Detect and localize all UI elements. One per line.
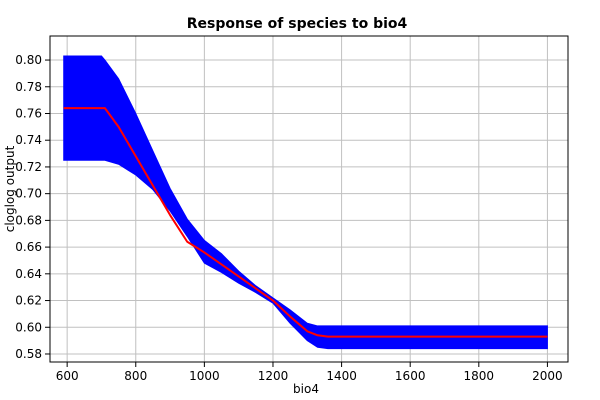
x-tick-label-1000: 1000 [189, 369, 220, 383]
mean-response-line [63, 107, 548, 338]
y-tick-label-0.78: 0.78 [15, 80, 42, 94]
chart-title: Response of species to bio4 [187, 16, 408, 32]
x-tick-label-2000: 2000 [532, 369, 563, 383]
plot-frame [49, 35, 569, 363]
y-tick-label-0.66: 0.66 [15, 240, 42, 254]
y-tick-label-0.62: 0.62 [15, 294, 42, 308]
y-tick-label-0.64: 0.64 [15, 267, 42, 281]
x-tick-label-1600: 1600 [395, 369, 426, 383]
y-tick-label-0.60: 0.60 [15, 320, 42, 334]
y-tick-label-0.68: 0.68 [15, 213, 42, 227]
confidence-band-area [63, 55, 548, 350]
x-axis-label: bio4 [293, 382, 319, 396]
x-tick-label-600: 600 [56, 369, 79, 383]
axes [49, 35, 569, 363]
y-tick-label-0.72: 0.72 [15, 160, 42, 174]
x-tick-label-1200: 1200 [258, 369, 289, 383]
x-tick-label-1800: 1800 [464, 369, 495, 383]
y-axis-label: cloglog output [3, 145, 17, 232]
y-tick-label-0.76: 0.76 [15, 106, 42, 120]
mean-response-polyline [63, 107, 548, 338]
x-tick-label-800: 800 [124, 369, 147, 383]
x-tick-label-1400: 1400 [326, 369, 357, 383]
y-tick-label-0.80: 0.80 [15, 53, 42, 67]
y-tick-label-0.58: 0.58 [15, 347, 42, 361]
ticks: 600 800 1000 1200 1400 1600 1800 2000 0.58 0.60 0.… [15, 53, 562, 383]
y-tick-label-0.70: 0.70 [15, 187, 42, 201]
confidence-band [63, 55, 548, 350]
y-tick-label-0.74: 0.74 [15, 133, 42, 147]
